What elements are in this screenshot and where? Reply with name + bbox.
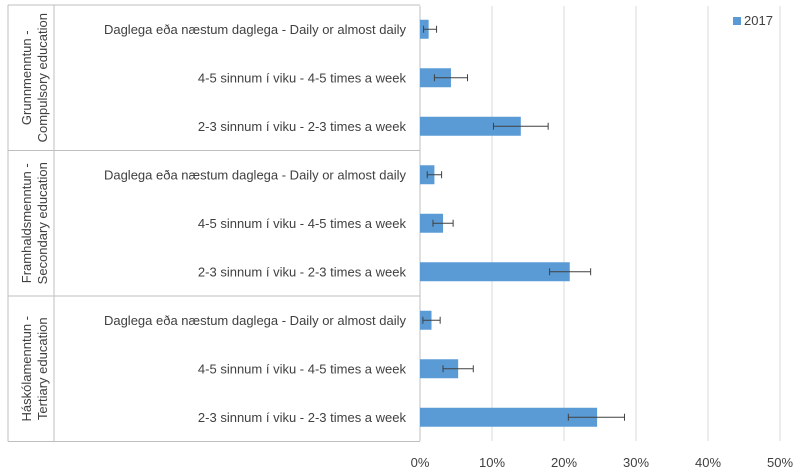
category-label: 4-5 sinnum í viku - 4-5 times a week bbox=[198, 361, 407, 376]
category-label: Daglega eða næstum daglega - Daily or al… bbox=[104, 313, 407, 328]
gridlines bbox=[419, 6, 781, 441]
error-bars bbox=[422, 25, 625, 421]
bar bbox=[420, 262, 570, 282]
bar bbox=[420, 359, 459, 379]
group-labels: Grunnmenntun -Compulsory education Framha… bbox=[19, 13, 50, 421]
group-label: Framhaldsmenntun -Secondary education bbox=[19, 162, 50, 284]
group-label: Háskólamenntun -Tertiary education bbox=[19, 316, 50, 422]
category-label: 2-3 sinnum í viku - 2-3 times a week bbox=[198, 264, 407, 279]
x-tick-label: 50% bbox=[767, 455, 793, 470]
x-tick-label: 0% bbox=[411, 455, 430, 470]
bar bbox=[420, 116, 521, 136]
category-label: 2-3 sinnum í viku - 2-3 times a week bbox=[198, 119, 407, 134]
category-label: 4-5 sinnum í viku - 4-5 times a week bbox=[198, 70, 407, 85]
group-separators bbox=[7, 4, 420, 442]
category-label: Daglega eða næstum daglega - Daily or al… bbox=[104, 167, 407, 182]
category-label: 2-3 sinnum í viku - 2-3 times a week bbox=[198, 410, 407, 425]
x-tick-label: 40% bbox=[695, 455, 721, 470]
bar bbox=[420, 407, 598, 427]
group-label: Grunnmenntun -Compulsory education bbox=[19, 13, 50, 142]
category-label: Daglega eða næstum daglega - Daily or al… bbox=[104, 22, 407, 37]
bar bbox=[420, 213, 444, 233]
legend: 2017 bbox=[733, 13, 773, 28]
legend-swatch bbox=[733, 17, 741, 25]
x-tick-label: 20% bbox=[551, 455, 577, 470]
category-labels: Daglega eða næstum daglega - Daily or al… bbox=[104, 22, 407, 425]
x-tick-label: 10% bbox=[479, 455, 505, 470]
category-label: 4-5 sinnum í viku - 4-5 times a week bbox=[198, 216, 407, 231]
x-axis-ticks: 0% 10% 20% 30% 40% 50% bbox=[411, 455, 794, 470]
x-tick-label: 30% bbox=[623, 455, 649, 470]
legend-label: 2017 bbox=[744, 13, 773, 28]
